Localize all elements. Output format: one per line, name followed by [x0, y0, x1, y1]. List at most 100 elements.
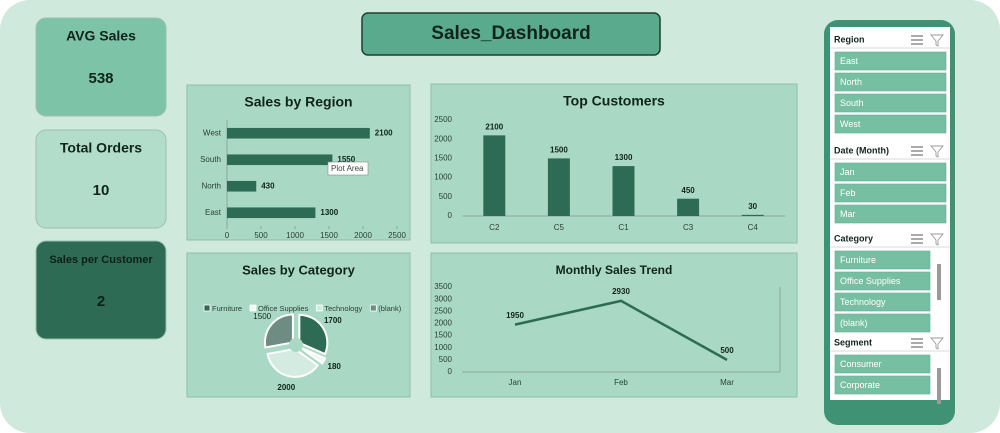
slicer-item-label[interactable]: Mar — [840, 209, 856, 219]
slicer-item[interactable] — [834, 292, 931, 312]
slicer-item[interactable] — [834, 313, 931, 333]
y-tick-label: South — [200, 155, 221, 164]
x-tick-label: Feb — [614, 378, 628, 387]
legend-swatch — [369, 304, 377, 312]
data-label: 1500 — [253, 312, 271, 321]
pie-slice — [298, 313, 329, 356]
multi-select-icon[interactable] — [911, 146, 923, 156]
slicer-item[interactable] — [834, 162, 947, 182]
y-tick-label: 3500 — [434, 282, 452, 291]
x-tick-label: 2000 — [354, 231, 372, 240]
data-label: 2930 — [612, 287, 630, 296]
y-tick-label: North — [201, 181, 221, 190]
slicer-item[interactable] — [834, 51, 947, 71]
tooltip-box — [327, 161, 369, 176]
y-tick-label: West — [203, 128, 222, 137]
kpi-label: Total Orders — [60, 140, 142, 156]
slicer-item[interactable] — [834, 250, 931, 270]
slicer-item-label[interactable]: Consumer — [840, 359, 882, 369]
y-tick-label: 0 — [448, 211, 453, 220]
y-tick-label: 2000 — [434, 134, 452, 143]
pie-slice — [298, 346, 327, 365]
x-tick-label: 1500 — [320, 231, 338, 240]
y-tick-label: 1500 — [434, 331, 452, 340]
y-tick-label: 1000 — [434, 173, 452, 182]
data-label: 1700 — [324, 316, 342, 325]
y-tick-label: 500 — [439, 355, 453, 364]
data-label: 1950 — [506, 311, 524, 320]
slicer-item-label[interactable]: Technology — [840, 297, 886, 307]
x-tick-label: C3 — [683, 223, 694, 232]
data-label: 180 — [328, 362, 342, 371]
legend-label: Office Supplies — [258, 304, 309, 313]
clear-filter-icon[interactable] — [930, 34, 944, 47]
slicer-item-label[interactable]: North — [840, 77, 862, 87]
data-label: 2100 — [485, 122, 503, 131]
pie-hole — [289, 338, 303, 352]
chart-title: Sales by Category — [242, 262, 355, 277]
y-tick-label: 500 — [439, 192, 453, 201]
kpi-label: Sales per Customer — [49, 254, 153, 266]
slicer-item-label[interactable]: Office Supplies — [840, 276, 901, 286]
multi-select-icon[interactable] — [911, 35, 923, 45]
x-tick-label: C5 — [554, 223, 565, 232]
clear-filter-icon[interactable] — [930, 337, 944, 350]
x-tick-label: C2 — [489, 223, 500, 232]
data-label: 1500 — [550, 146, 568, 155]
slicer-item[interactable] — [834, 271, 931, 291]
slicer-title: Segment — [834, 337, 872, 347]
bar — [612, 166, 635, 216]
slicer-item-label[interactable]: Furniture — [840, 255, 876, 265]
bar — [227, 180, 257, 192]
slicer-title: Date (Month) — [834, 145, 889, 155]
slicer-item[interactable] — [834, 72, 947, 92]
chart-title: Monthly Sales Trend — [556, 263, 673, 277]
slicer-item-label[interactable]: Corporate — [840, 380, 880, 390]
y-tick-label: 0 — [448, 367, 453, 376]
x-tick-label: C1 — [618, 223, 629, 232]
multi-select-icon[interactable] — [911, 234, 923, 244]
slicer-item-label[interactable]: South — [840, 98, 864, 108]
legend-swatch — [203, 304, 211, 312]
scrollbar — [937, 368, 941, 404]
slicer-item[interactable] — [834, 204, 947, 224]
legend-label: Technology — [324, 304, 362, 313]
slicer-item-label[interactable]: (blank) — [840, 318, 868, 328]
slicer-item[interactable] — [834, 375, 931, 395]
kpi-card — [35, 129, 167, 229]
scrollbar — [937, 264, 941, 300]
legend-swatch — [249, 304, 257, 312]
y-tick-label: 2500 — [434, 306, 452, 315]
bar — [227, 127, 370, 139]
slicer-item[interactable] — [834, 93, 947, 113]
multi-select-icon[interactable] — [911, 338, 923, 348]
y-tick-label: 1000 — [434, 343, 452, 352]
bar — [741, 214, 764, 216]
clear-filter-icon[interactable] — [930, 233, 944, 246]
x-tick-label: 2500 — [388, 231, 406, 240]
slicer-item[interactable] — [834, 114, 947, 134]
x-tick-label: 0 — [225, 231, 230, 240]
bar — [227, 207, 316, 219]
kpi-card — [35, 17, 167, 117]
bar — [483, 135, 506, 216]
y-tick-label: 1500 — [434, 154, 452, 163]
data-label: 1300 — [615, 153, 633, 162]
bar — [227, 154, 333, 166]
slicer-title: Region — [834, 34, 865, 44]
slicer-item-label[interactable]: East — [840, 56, 859, 66]
slicer-item-label[interactable]: West — [840, 119, 861, 129]
pie-slice — [263, 313, 294, 349]
title-box — [361, 12, 661, 56]
pie-slice — [266, 347, 320, 378]
clear-filter-icon[interactable] — [930, 145, 944, 158]
kpi-value: 538 — [88, 70, 113, 87]
slicer-item[interactable] — [834, 354, 931, 374]
legend-label: Furniture — [212, 304, 242, 313]
slicer-item-label[interactable]: Jan — [840, 167, 855, 177]
data-label: 2100 — [375, 128, 393, 137]
slicer-item[interactable] — [834, 183, 947, 203]
slicer-item-label[interactable]: Feb — [840, 188, 856, 198]
